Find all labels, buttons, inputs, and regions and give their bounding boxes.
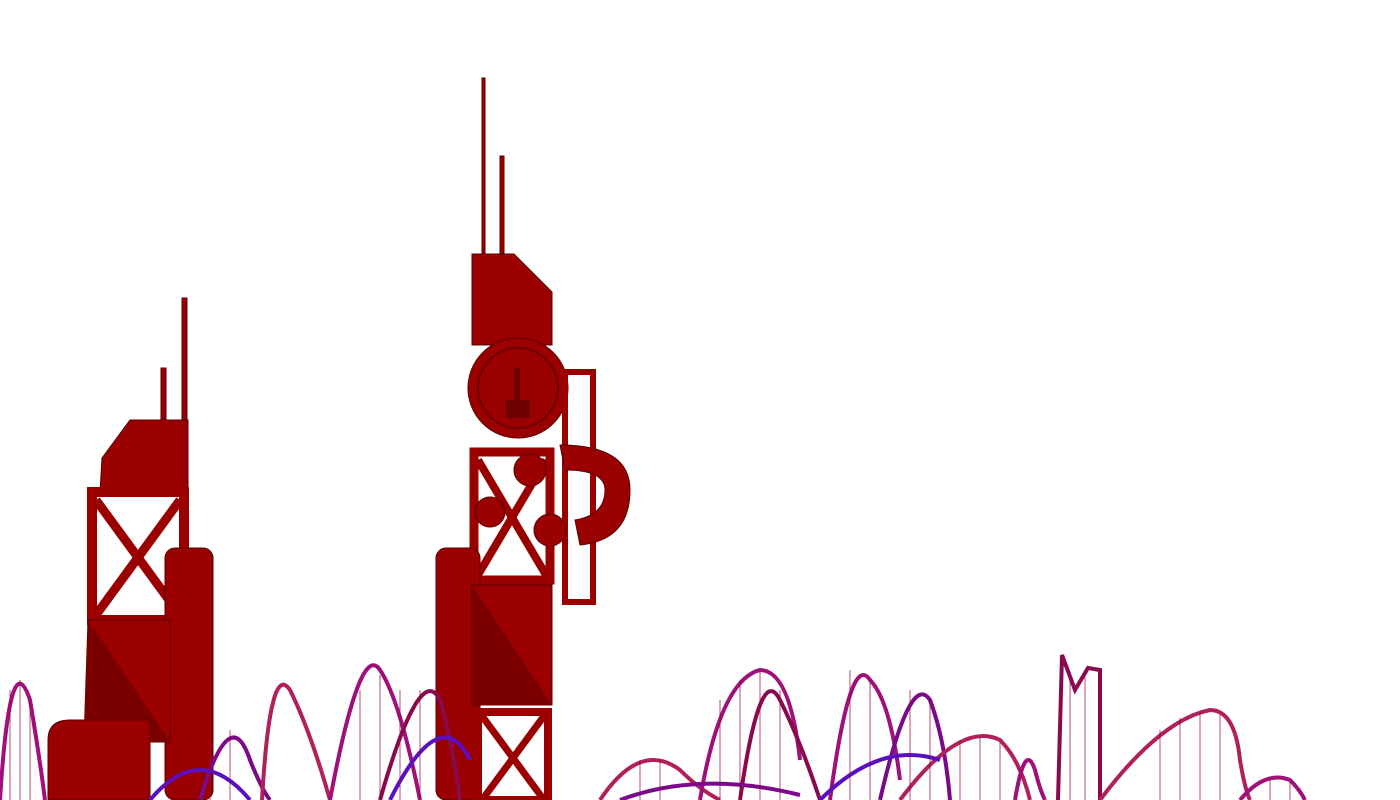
left-tower-side-pipe bbox=[164, 547, 214, 800]
center-tower-joint-1 bbox=[513, 453, 547, 487]
coil-loop-19 bbox=[619, 781, 801, 800]
center-tower-disc-symbol bbox=[506, 368, 530, 418]
center-tower-bottom-frame bbox=[474, 708, 552, 800]
coil-loop-8 bbox=[698, 667, 802, 800]
coil-strands bbox=[9, 670, 1291, 800]
left-tower bbox=[47, 297, 214, 800]
coil-tangle bbox=[0, 654, 1307, 800]
coil-loop-16 bbox=[1098, 707, 1252, 800]
coil-loop-15 bbox=[1056, 654, 1102, 800]
center-tower-lower-box-shade bbox=[472, 585, 552, 705]
center-tower-bottom-cross-b bbox=[479, 713, 547, 800]
coil-loop-6 bbox=[388, 735, 472, 800]
coil-loop-13 bbox=[818, 753, 941, 800]
left-tower-antenna-short bbox=[160, 367, 167, 421]
center-tower bbox=[435, 77, 631, 800]
coil-loop-3 bbox=[260, 682, 332, 800]
left-tower-antenna-tall bbox=[181, 297, 188, 421]
coil-loop-1 bbox=[0, 681, 47, 800]
center-tower-disc-inner bbox=[477, 347, 559, 429]
center-tower-top-cabin bbox=[471, 253, 553, 346]
left-tower-base-pipe bbox=[47, 719, 151, 800]
center-tower-joint-2 bbox=[474, 496, 506, 528]
coil-loop-7 bbox=[598, 758, 721, 800]
coil-loop-14 bbox=[1013, 758, 1047, 800]
left-tower-top-cabin bbox=[99, 419, 189, 493]
coil-loop-17 bbox=[1238, 775, 1307, 800]
coil-loop-4 bbox=[328, 663, 422, 800]
left-tower-lower-box-shade bbox=[84, 620, 170, 742]
coil-loop-11 bbox=[878, 692, 952, 800]
left-tower-truss-cross-b bbox=[92, 497, 184, 618]
coil-loop-10 bbox=[828, 673, 902, 800]
center-tower-joint-3 bbox=[533, 513, 567, 547]
coil-loop-5 bbox=[378, 689, 462, 800]
center-tower-antenna-short bbox=[499, 155, 505, 255]
center-tower-curved-pipe bbox=[559, 444, 631, 546]
center-tower-right-frame bbox=[562, 369, 596, 605]
coil-loop-18 bbox=[148, 768, 252, 800]
center-tower-antenna-tall bbox=[481, 77, 486, 255]
